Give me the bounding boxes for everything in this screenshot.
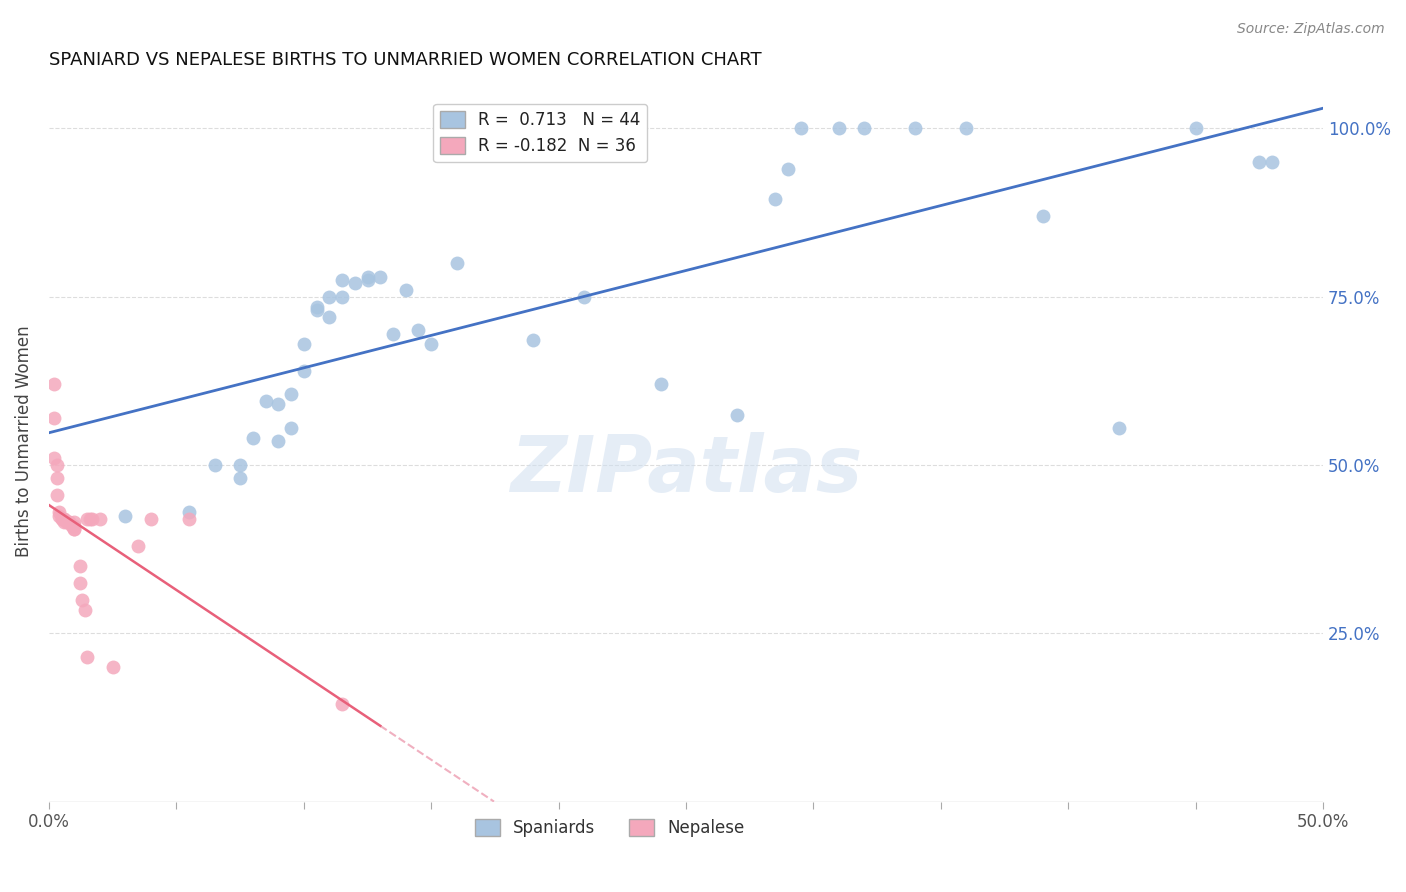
- Point: [53, 515, 76, 529]
- Point: [356, 273, 378, 287]
- Text: SPANIARD VS NEPALESE BIRTHS TO UNMARRIED WOMEN CORRELATION CHART: SPANIARD VS NEPALESE BIRTHS TO UNMARRIED…: [49, 51, 762, 69]
- Point: [51, 512, 73, 526]
- Point: [305, 303, 328, 318]
- Point: [51, 512, 73, 526]
- Point: [58, 515, 80, 529]
- Point: [904, 121, 927, 136]
- Point: [63, 518, 86, 533]
- Point: [725, 408, 748, 422]
- Text: ZIPatlas: ZIPatlas: [510, 433, 862, 508]
- Point: [1184, 121, 1206, 136]
- Point: [60, 518, 83, 533]
- Point: [280, 387, 302, 401]
- Point: [267, 434, 290, 449]
- Point: [395, 283, 418, 297]
- Point: [53, 512, 76, 526]
- Point: [42, 410, 65, 425]
- Point: [408, 323, 430, 337]
- Point: [58, 515, 80, 529]
- Point: [853, 121, 876, 136]
- Point: [254, 394, 277, 409]
- Point: [82, 512, 104, 526]
- Text: Source: ZipAtlas.com: Source: ZipAtlas.com: [1237, 22, 1385, 37]
- Point: [42, 451, 65, 466]
- Point: [955, 121, 977, 136]
- Point: [89, 512, 111, 526]
- Point: [1249, 155, 1271, 169]
- Legend: Spaniards, Nepalese: Spaniards, Nepalese: [468, 812, 751, 844]
- Point: [179, 505, 201, 519]
- Point: [48, 505, 70, 519]
- Point: [305, 300, 328, 314]
- Point: [763, 192, 786, 206]
- Y-axis label: Births to Unmarried Women: Births to Unmarried Women: [15, 326, 32, 558]
- Point: [63, 522, 86, 536]
- Point: [1032, 209, 1054, 223]
- Point: [330, 273, 353, 287]
- Point: [45, 471, 67, 485]
- Point: [42, 377, 65, 392]
- Point: [229, 471, 252, 485]
- Point: [330, 290, 353, 304]
- Point: [45, 458, 67, 472]
- Point: [292, 336, 315, 351]
- Point: [776, 161, 799, 176]
- Point: [69, 575, 91, 590]
- Point: [56, 515, 79, 529]
- Point: [114, 508, 136, 523]
- Point: [56, 515, 79, 529]
- Point: [204, 458, 226, 472]
- Point: [356, 269, 378, 284]
- Point: [63, 522, 86, 536]
- Point: [70, 592, 93, 607]
- Point: [382, 326, 405, 341]
- Point: [420, 336, 443, 351]
- Point: [267, 397, 290, 411]
- Point: [1261, 155, 1284, 169]
- Point: [572, 290, 595, 304]
- Point: [127, 539, 149, 553]
- Point: [48, 508, 70, 523]
- Point: [76, 512, 98, 526]
- Point: [242, 431, 264, 445]
- Point: [229, 458, 252, 472]
- Point: [368, 269, 391, 284]
- Point: [1108, 421, 1130, 435]
- Point: [69, 559, 91, 574]
- Point: [318, 290, 340, 304]
- Point: [790, 121, 813, 136]
- Point: [101, 660, 124, 674]
- Point: [828, 121, 851, 136]
- Point: [446, 256, 468, 270]
- Point: [280, 421, 302, 435]
- Point: [330, 697, 353, 711]
- Point: [139, 512, 162, 526]
- Point: [79, 512, 101, 526]
- Point: [45, 488, 67, 502]
- Point: [179, 512, 201, 526]
- Point: [53, 512, 76, 526]
- Point: [292, 364, 315, 378]
- Point: [318, 310, 340, 324]
- Point: [73, 603, 96, 617]
- Point: [76, 649, 98, 664]
- Point: [650, 377, 672, 392]
- Point: [522, 334, 544, 348]
- Point: [343, 277, 366, 291]
- Point: [63, 515, 86, 529]
